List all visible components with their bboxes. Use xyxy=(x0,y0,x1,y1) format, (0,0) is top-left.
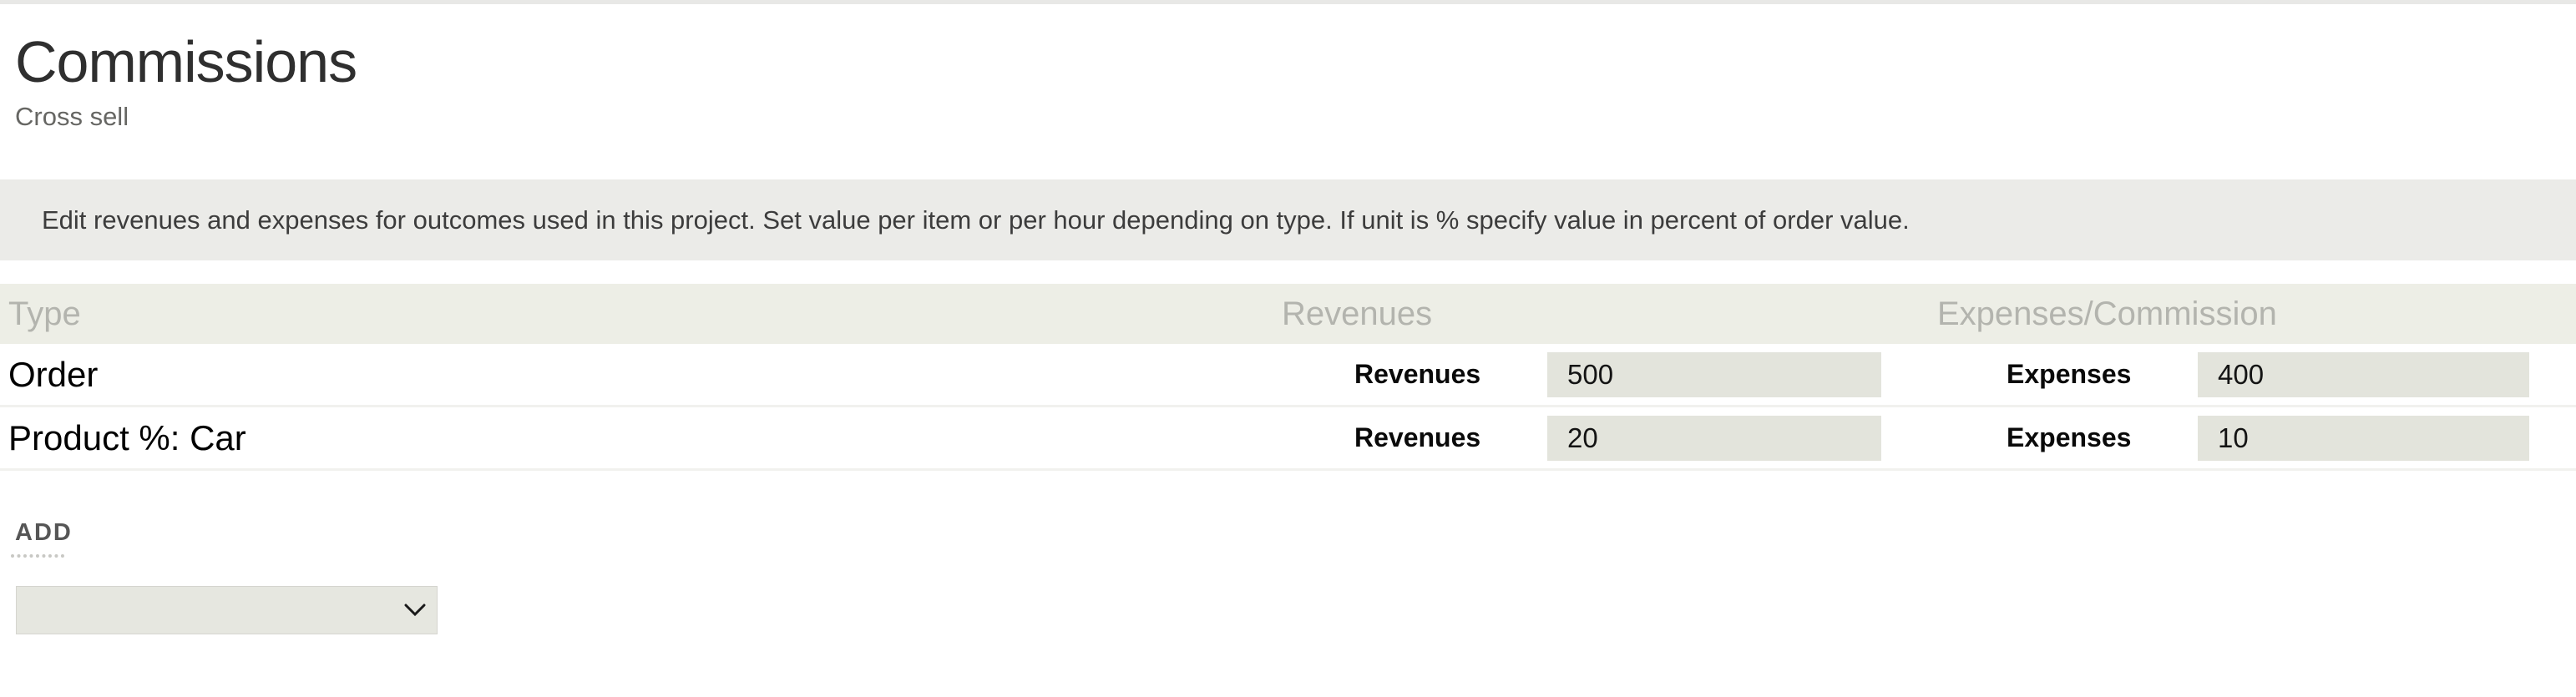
row-type-label: Product %: Car xyxy=(8,418,246,457)
row-type-label: Order xyxy=(8,355,99,394)
expenses-input[interactable] xyxy=(2198,416,2529,461)
revenues-input[interactable] xyxy=(1547,416,1881,461)
column-header-revenues: Revenues xyxy=(1282,295,1433,332)
add-type-select-wrap xyxy=(16,586,438,634)
page-title: Commissions xyxy=(15,29,357,94)
table-row: Order Revenues Expenses xyxy=(0,344,2576,407)
page-subtitle: Cross sell xyxy=(15,102,129,131)
column-header-type: Type xyxy=(8,295,81,332)
expenses-input[interactable] xyxy=(2198,352,2529,397)
add-type-select[interactable] xyxy=(16,586,438,634)
expenses-field-label: Expenses xyxy=(2007,422,2132,452)
info-banner: Edit revenues and expenses for outcomes … xyxy=(0,179,2576,260)
revenues-input[interactable] xyxy=(1547,352,1881,397)
add-section-label: ADD xyxy=(15,519,73,546)
info-banner-text: Edit revenues and expenses for outcomes … xyxy=(42,205,1910,235)
top-strip xyxy=(0,0,2576,4)
column-header-expenses-commission: Expenses/Commission xyxy=(1937,295,2277,332)
table-header-row: Type Revenues Expenses/Commission xyxy=(0,284,2576,344)
table-row: Product %: Car Revenues Expenses xyxy=(0,407,2576,471)
expenses-field-label: Expenses xyxy=(2007,359,2132,389)
add-dotted-underline xyxy=(11,544,64,558)
revenues-field-label: Revenues xyxy=(1354,422,1481,452)
revenues-field-label: Revenues xyxy=(1354,359,1481,389)
